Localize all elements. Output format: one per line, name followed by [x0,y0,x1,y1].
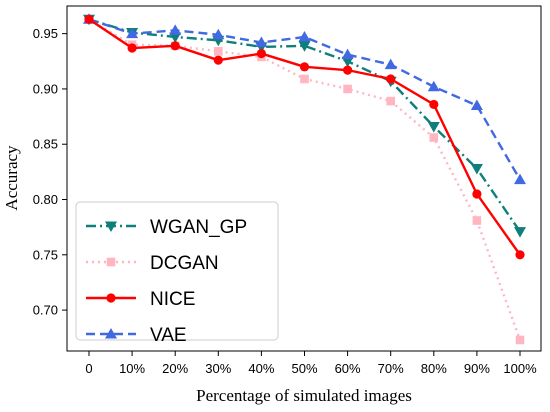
data-point-nice [170,41,180,51]
data-point-wgan-gp [341,56,354,68]
x-axis: 0 10% 20% 30% 40% 50% 60% 70% 80% 90% 100% [85,351,537,376]
y-axis-title: Accuracy [2,145,21,211]
legend-entry-dcgan: DCGAN [86,253,219,274]
series-line-vae [88,18,522,181]
data-point-vae [169,24,182,35]
data-point-vae [341,48,354,60]
data-point-dcgan [429,133,439,142]
y-tick-label: 0.70 [33,303,58,318]
legend-label: NICE [150,289,195,310]
legend-label: DCGAN [150,253,219,274]
x-axis-title: Percentage of simulated images [196,386,412,405]
x-tick-label: 100% [503,361,537,376]
legend-entry-wgan-gp: WGAN_GP [86,217,247,238]
x-tick-label: 40% [248,361,274,376]
data-point-wgan-gp [470,164,483,175]
data-point-dcgan [515,335,525,345]
data-point-nice [127,43,137,53]
data-point-dcgan [300,74,309,84]
legend-box [75,201,279,341]
legend-marker [106,293,116,303]
data-point-nice [256,48,266,59]
data-point-wgan-gp [514,227,526,238]
data-point-nice [213,55,223,65]
data-point-wgan-gp [427,122,440,133]
data-point-wgan-gp [169,32,182,43]
series-layer [83,13,526,345]
data-point-vae [126,27,139,39]
data-point-vae [514,173,526,185]
series-line-wgan-gp [88,18,521,233]
data-point-dcgan [214,47,223,56]
legend-label: VAE [150,325,187,346]
x-tick-label: 60% [335,361,361,376]
x-tick-label: 50% [291,361,317,376]
x-tick-label: 70% [378,361,404,376]
data-point-nice [472,189,482,199]
legend-entry-nice: NICE [86,289,195,310]
data-point-nice [84,14,94,24]
data-point-vae [427,80,440,92]
y-tick-label: 0.75 [33,247,58,262]
series-vae [83,13,526,185]
data-point-vae [212,28,225,40]
data-point-nice [386,74,396,84]
x-tick-label: 80% [421,361,447,376]
data-point-vae [384,58,397,70]
data-point-vae [255,36,268,47]
y-tick-label: 0.85 [33,137,58,152]
x-tick-label: 30% [205,361,231,376]
data-point-dcgan [386,96,395,106]
data-point-nice [429,99,439,110]
legend-label: WGAN_GP [150,217,247,238]
legend-entry-vae: VAE [86,325,187,346]
series-nice [84,14,525,260]
x-tick-label: 20% [162,361,188,376]
x-tick-label: 90% [464,361,490,376]
data-point-dcgan [343,84,352,94]
y-axis: 0.70 0.75 0.80 0.85 0.90 0.95 [33,26,67,318]
y-tick-label: 0.90 [33,81,58,96]
data-point-nice [343,65,353,75]
x-tick-label: 0 [85,361,92,376]
data-point-wgan-gp [298,41,311,52]
data-point-nice [299,62,310,72]
legend-marker [105,221,117,232]
data-point-nice [515,250,525,260]
legend-marker [106,257,116,267]
data-point-dcgan [472,216,482,225]
data-point-vae [470,99,483,111]
legend: WGAN_GP DCGAN NICE VAE [75,201,279,346]
y-tick-label: 0.95 [33,26,58,41]
x-tick-label: 10% [119,361,145,376]
y-tick-label: 0.80 [33,192,58,207]
legend-marker [105,328,117,339]
data-point-vae [298,30,311,42]
